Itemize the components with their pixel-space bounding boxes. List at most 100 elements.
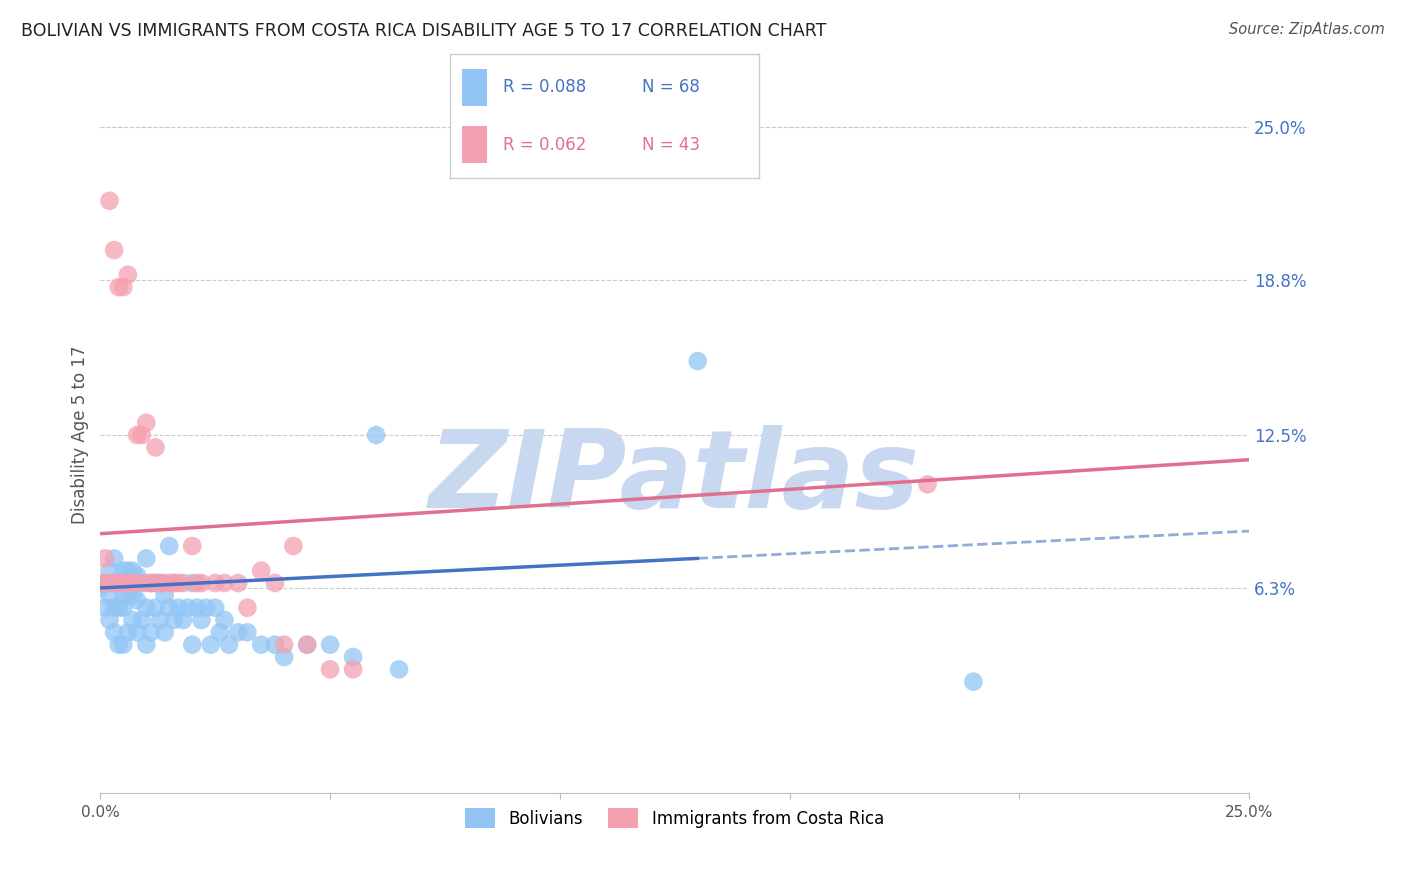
Point (117, 576, 139, 591)
Legend: Bolivians, Immigrants from Costa Rica: Bolivians, Immigrants from Costa Rica (458, 802, 890, 834)
Point (89, 576, 111, 591)
Bar (463, 69, 486, 106)
Point (163, 613, 186, 627)
Point (131, 428, 153, 442)
Point (149, 576, 172, 591)
Point (103, 576, 125, 591)
Point (226, 625, 249, 640)
Point (163, 576, 186, 591)
Point (153, 588, 176, 602)
Point (127, 568, 149, 582)
Point (117, 564, 139, 578)
Point (145, 441, 167, 455)
Point (208, 625, 231, 640)
Point (157, 576, 180, 591)
Point (117, 268, 139, 282)
Point (135, 576, 157, 591)
Point (112, 564, 135, 578)
Point (186, 600, 208, 615)
Point (107, 280, 129, 294)
Point (98, 194, 121, 208)
Point (135, 638, 157, 652)
Text: 0.0%: 0.0% (82, 805, 120, 820)
Point (135, 600, 157, 615)
Point (117, 588, 139, 602)
Point (319, 638, 342, 652)
Point (112, 588, 135, 602)
Point (94, 551, 117, 566)
Point (167, 600, 190, 615)
Point (181, 638, 204, 652)
Point (131, 576, 153, 591)
Point (157, 539, 180, 553)
Point (195, 600, 218, 615)
Point (153, 625, 176, 640)
Point (190, 576, 212, 591)
Point (139, 576, 162, 591)
Point (107, 600, 129, 615)
Point (236, 600, 259, 615)
Point (153, 576, 176, 591)
Point (181, 576, 204, 591)
Point (214, 576, 236, 591)
Point (319, 662, 342, 676)
Point (962, 674, 984, 689)
Text: 25.0%: 25.0% (1225, 805, 1274, 820)
Point (204, 600, 226, 615)
Point (273, 638, 295, 652)
Point (135, 551, 157, 566)
Point (127, 625, 149, 640)
Point (917, 477, 939, 491)
Point (264, 576, 287, 591)
Point (139, 625, 162, 640)
Point (131, 613, 153, 627)
Point (103, 243, 125, 257)
Text: R = 0.088: R = 0.088 (502, 78, 586, 96)
Point (139, 576, 162, 591)
Point (145, 576, 167, 591)
Point (686, 354, 709, 368)
Point (163, 576, 186, 591)
Text: N = 68: N = 68 (641, 78, 700, 96)
Point (214, 613, 236, 627)
Point (121, 613, 143, 627)
Point (112, 576, 135, 591)
Point (112, 280, 135, 294)
Point (107, 576, 129, 591)
Point (172, 576, 194, 591)
Point (149, 576, 172, 591)
Point (103, 576, 125, 591)
Point (121, 564, 143, 578)
Y-axis label: Disability Age 5 to 17: Disability Age 5 to 17 (72, 346, 89, 524)
Point (112, 638, 135, 652)
Point (236, 625, 259, 640)
Point (145, 576, 167, 591)
Point (388, 662, 411, 676)
Point (135, 416, 157, 430)
Point (117, 625, 139, 640)
Point (127, 593, 149, 607)
Point (94, 576, 117, 591)
Text: ZIPatlas: ZIPatlas (429, 425, 921, 531)
Point (250, 638, 273, 652)
Point (107, 638, 129, 652)
Point (157, 600, 180, 615)
Point (103, 600, 125, 615)
Point (181, 539, 204, 553)
Point (107, 576, 129, 591)
Point (149, 613, 172, 627)
Point (98, 588, 121, 602)
Point (295, 638, 318, 652)
Point (264, 638, 287, 652)
Point (226, 576, 249, 591)
Point (200, 638, 222, 652)
Point (103, 551, 125, 566)
Point (364, 428, 387, 442)
Point (94, 576, 117, 591)
Text: N = 43: N = 43 (641, 136, 700, 153)
Point (127, 428, 149, 442)
Point (342, 662, 364, 676)
Text: BOLIVIAN VS IMMIGRANTS FROM COSTA RICA DISABILITY AGE 5 TO 17 CORRELATION CHART: BOLIVIAN VS IMMIGRANTS FROM COSTA RICA D… (21, 22, 827, 40)
Point (167, 576, 190, 591)
Point (112, 600, 135, 615)
